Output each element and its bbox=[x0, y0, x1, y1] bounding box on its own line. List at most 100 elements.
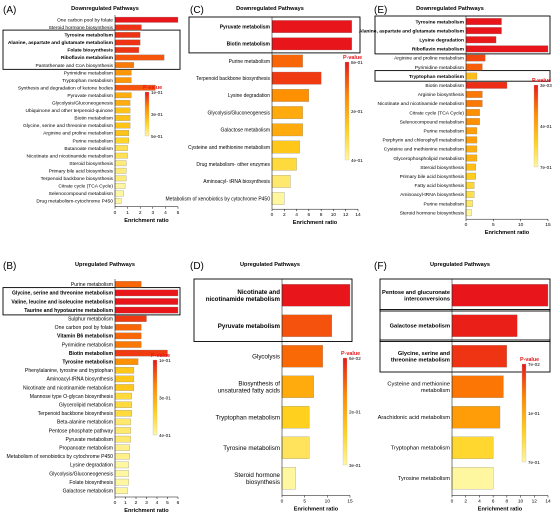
legend-tick-label: 2e-01 bbox=[351, 109, 363, 114]
category-label: Terpenoid backbone biosynthesis bbox=[38, 411, 114, 417]
bar bbox=[271, 54, 303, 68]
bar bbox=[281, 406, 310, 429]
category-label: Valine, leucine and isoleucine metabolis… bbox=[11, 299, 113, 305]
category-label: Pyruvate metabolism bbox=[218, 323, 281, 330]
bar bbox=[114, 167, 127, 174]
category-label: Biotin metabolism bbox=[227, 42, 271, 48]
highlight-box bbox=[374, 70, 551, 82]
category-label: Tyrosine metabolism bbox=[223, 445, 280, 452]
category-label: Biotin metabolism bbox=[69, 351, 114, 357]
bar bbox=[114, 461, 129, 469]
bar bbox=[451, 345, 508, 368]
category-label: Butanoate metabolism bbox=[64, 146, 113, 152]
x-tick-label: 14 bbox=[355, 212, 361, 218]
bar bbox=[114, 137, 130, 144]
category-label: Biotin metabolism bbox=[425, 83, 464, 89]
category-label: Citrate cycle (TCA Cycle) bbox=[409, 110, 464, 116]
category-label: Cysteine and methionine metabolism bbox=[188, 145, 270, 151]
bar bbox=[114, 315, 147, 322]
bar bbox=[114, 358, 139, 365]
chart-title: Downregulated Pathways bbox=[416, 6, 484, 12]
bar bbox=[465, 36, 497, 44]
category-label: Lysine degradation bbox=[70, 463, 113, 469]
category-label: Glycerolipid metabolism bbox=[59, 402, 113, 408]
category-label: Pyruvate metabolism bbox=[65, 437, 113, 443]
x-tick-label: 5 bbox=[492, 222, 495, 228]
category-label: Nicotinate and nicotinamide metabolism bbox=[378, 101, 464, 107]
x-tick-label: 5 bbox=[303, 499, 306, 505]
x-tick-label: 4 bbox=[478, 499, 481, 505]
category-label: Synthesis and degradation of ketone bodi… bbox=[18, 85, 114, 91]
bar bbox=[271, 192, 285, 205]
x-tick-label: 1 bbox=[126, 210, 129, 216]
bar bbox=[114, 107, 131, 114]
bar bbox=[114, 122, 131, 129]
x-tick-label: 4 bbox=[164, 210, 167, 216]
category-label: Sulphur metabolism bbox=[68, 316, 113, 322]
bar bbox=[114, 183, 126, 189]
highlight-box bbox=[379, 278, 551, 312]
x-tick-label: 12 bbox=[532, 499, 538, 505]
category-label: Glycolysis/Gluconeogenesis bbox=[49, 471, 113, 477]
category-label: Glycolysis bbox=[252, 353, 280, 360]
highlight-box bbox=[374, 15, 551, 55]
category-label: Propanoate metabolism bbox=[59, 445, 113, 451]
x-tick-label: 0 bbox=[114, 210, 117, 216]
x-tick-label: 0 bbox=[271, 212, 274, 218]
bar bbox=[271, 123, 303, 137]
category-label: Nicotinate and nicotinamide metabolism bbox=[27, 153, 113, 159]
category-label: Pyrimidine metabolism bbox=[64, 70, 113, 76]
legend-tick-label: 4e-01 bbox=[159, 433, 171, 438]
highlight-box bbox=[379, 309, 551, 342]
category-label: Terpenoid backbone biosynthesis bbox=[196, 76, 270, 82]
category-label: Galactose metabolism bbox=[390, 324, 450, 330]
category-label: Tyrosine metabolism bbox=[415, 19, 464, 25]
category-label: Folate biosynthesis bbox=[67, 48, 113, 54]
legend-tick-label: 1e-01 bbox=[528, 411, 540, 416]
bar bbox=[114, 453, 130, 460]
x-axis-label: Enrichment ratio bbox=[293, 220, 338, 226]
bar bbox=[281, 467, 296, 490]
category-label: Tryptophan metabolism bbox=[391, 446, 450, 452]
category-label: Lysine degradation bbox=[419, 37, 464, 43]
category-label: Metabolism of xenobiotics by cytochrome … bbox=[166, 196, 271, 202]
category-label: Lysine degradation bbox=[228, 93, 270, 99]
bar bbox=[465, 191, 475, 198]
category-label: Tryptophan metabolism bbox=[409, 74, 465, 80]
bar bbox=[114, 190, 124, 197]
bar bbox=[114, 32, 141, 38]
chart-title: Upregulated Pathways bbox=[75, 262, 135, 268]
bar bbox=[271, 89, 310, 102]
chart-title: Upregulated Pathways bbox=[430, 262, 490, 268]
bar bbox=[114, 367, 135, 374]
x-tick-label: 0 bbox=[465, 222, 468, 228]
category-label: Porphyrin and chlorophyll metabolism bbox=[382, 138, 464, 144]
bar bbox=[281, 314, 333, 337]
legend-title: P-value bbox=[343, 55, 362, 61]
category-label: Tyrosine metabolism bbox=[64, 33, 113, 39]
x-tick-label: 0 bbox=[114, 500, 117, 506]
category-label: Arginine and proline metabolism bbox=[43, 131, 113, 137]
bar bbox=[451, 314, 518, 337]
bar bbox=[271, 20, 353, 33]
bar bbox=[271, 140, 300, 154]
bar bbox=[271, 106, 303, 119]
bar bbox=[114, 306, 179, 314]
panel-label: (F) bbox=[374, 261, 387, 272]
category-label: Folate biosynthesis bbox=[69, 480, 113, 486]
legend-title: P-value bbox=[532, 78, 551, 84]
category-label: Beta-alanine metabolism bbox=[57, 420, 113, 426]
category-label: Drug metabolism- other enzymes bbox=[196, 162, 270, 168]
x-axis-label: Enrichment ratio bbox=[124, 218, 169, 224]
chart-panel-b: (B) Upregulated Pathways Purine metabolism… bbox=[2, 261, 181, 514]
bar bbox=[465, 118, 480, 126]
category-label: Mannose type O-glycan biosynthesis bbox=[30, 394, 114, 400]
bar bbox=[114, 198, 122, 204]
x-tick-label: 0 bbox=[281, 499, 284, 505]
category-label: Steroid hormone biosynthesis bbox=[400, 210, 465, 216]
bar bbox=[465, 145, 478, 153]
category-label: Alanine, aspartate and glutamate metabol… bbox=[359, 28, 465, 34]
chart-title: Downregulated Pathways bbox=[71, 6, 139, 12]
bar bbox=[114, 152, 128, 159]
x-tick-label: 6 bbox=[177, 500, 180, 506]
